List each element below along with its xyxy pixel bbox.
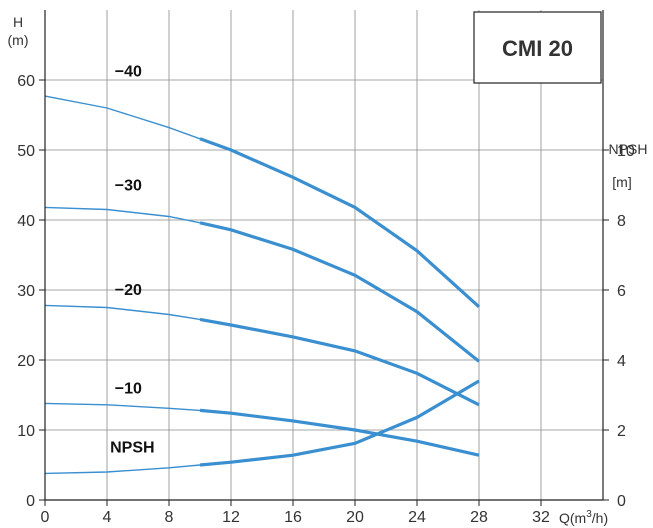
right-tick-label: 4 — [617, 353, 626, 370]
x-tick-label: 28 — [470, 509, 488, 526]
x-tick-label: 4 — [103, 509, 112, 526]
curve-thin-segment — [44, 206, 201, 224]
right-axis-title: NPSH — [609, 141, 648, 157]
curves — [44, 95, 481, 475]
curve-thick-segment — [199, 317, 480, 407]
left-tick-label: 30 — [17, 283, 35, 300]
left-axis-title: H — [13, 14, 23, 30]
right-axis-unit: [m] — [612, 174, 631, 190]
left-tick-label: 10 — [17, 423, 35, 440]
curve-label: NPSH — [110, 439, 154, 456]
left-tick-label: 40 — [17, 213, 35, 230]
curve-label: −30 — [115, 178, 142, 195]
x-axis-title-tail: /h) — [592, 510, 608, 526]
x-tick-label: 0 — [41, 509, 50, 526]
x-tick-label: 20 — [346, 509, 364, 526]
right-tick-label: 6 — [617, 283, 626, 300]
left-tick-label: 50 — [17, 143, 35, 160]
x-tick-label: 32 — [532, 509, 550, 526]
left-tick-label: 60 — [17, 73, 35, 90]
left-tick-label: 20 — [17, 353, 35, 370]
right-tick-label: 0 — [617, 493, 626, 510]
left-tick-label: 0 — [26, 493, 35, 510]
curve-thick-segment — [199, 221, 481, 363]
x-tick-label: 24 — [408, 509, 426, 526]
axes — [39, 10, 609, 506]
x-axis-title-sup: 3 — [586, 509, 592, 520]
right-tick-label: 2 — [617, 423, 626, 440]
x-axis-title: Q(m3/h) — [559, 509, 608, 526]
right-tick-label: 8 — [617, 213, 626, 230]
curve-thin-segment — [44, 304, 201, 321]
title-box: CMI 20 — [473, 11, 602, 84]
curve-thin-segment — [44, 95, 201, 140]
x-tick-label: 12 — [222, 509, 240, 526]
x-axis-title-main: Q(m — [559, 510, 586, 526]
curve-label: −20 — [115, 282, 142, 299]
curve-thin-segment — [44, 402, 201, 412]
curve-label: −40 — [115, 64, 142, 81]
curve-label: −10 — [115, 381, 142, 398]
title-box-frame — [473, 11, 602, 84]
curve-thick-segment — [199, 137, 481, 308]
curve-thick-segment — [199, 408, 480, 457]
chart-title: CMI 20 — [502, 36, 573, 61]
left-axis-unit: (m) — [8, 32, 29, 48]
x-tick-label: 16 — [284, 509, 302, 526]
right-tick-label: 10 — [617, 143, 635, 160]
x-tick-label: 8 — [165, 509, 174, 526]
curve-thick-segment — [199, 379, 480, 467]
curve-thin-segment — [44, 464, 201, 475]
